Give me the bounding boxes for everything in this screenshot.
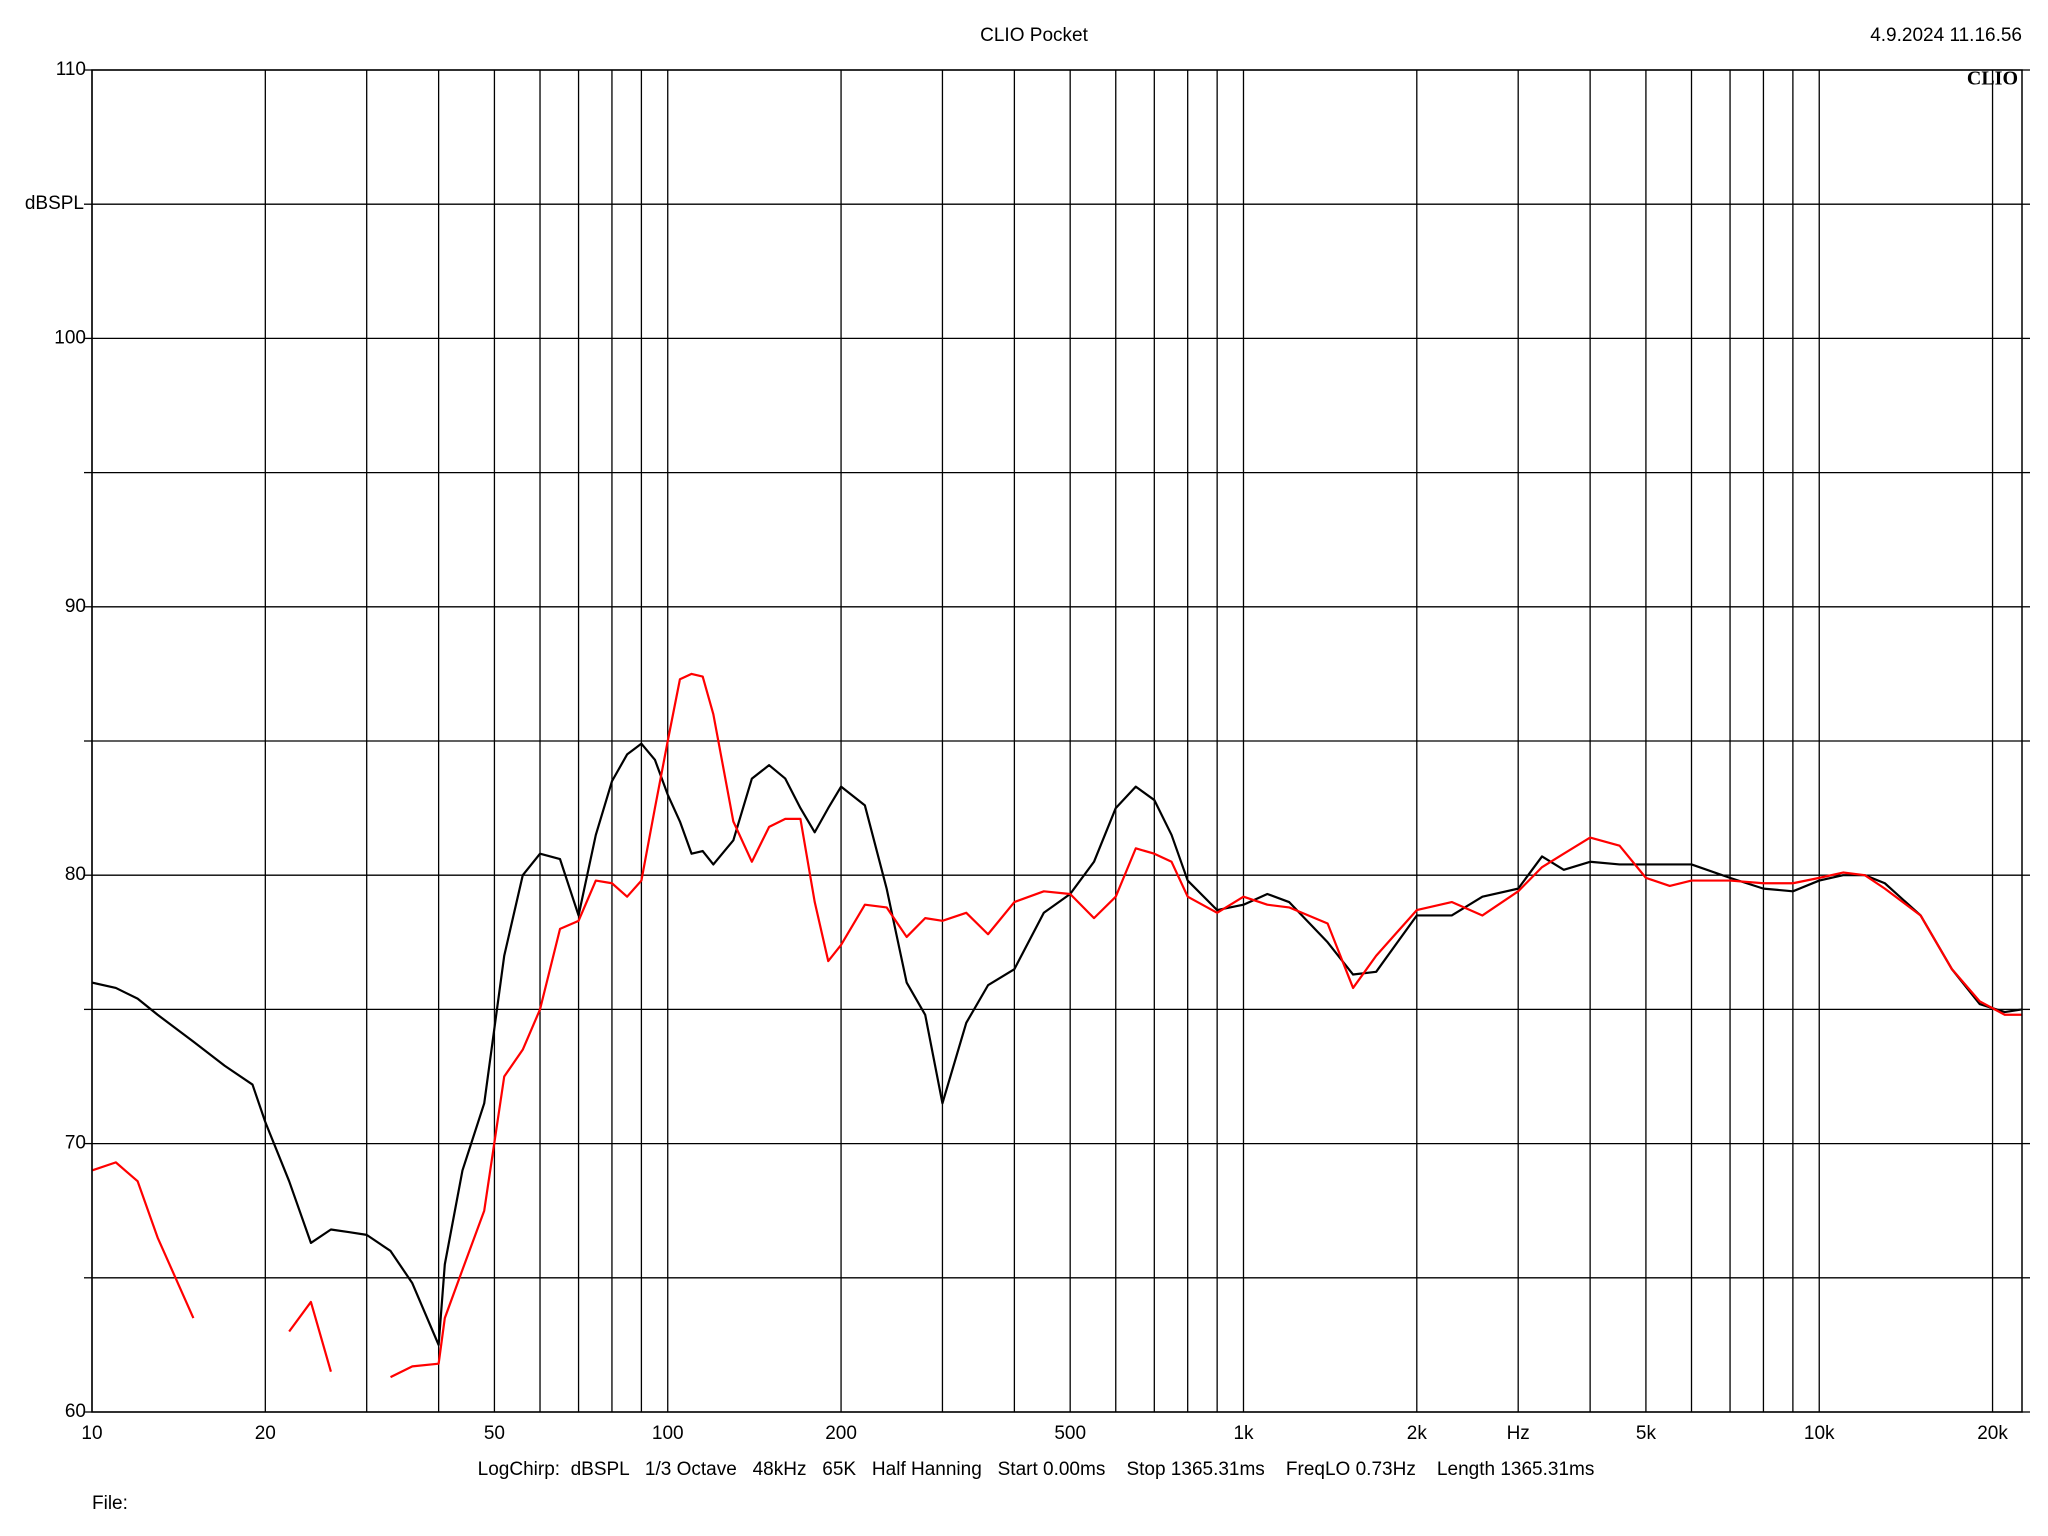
x-tick-label: 100 (652, 1423, 684, 1444)
x-tick-label: 1k (1233, 1423, 1254, 1444)
file-label: File: (92, 1493, 128, 1514)
y-axis-label: dBSPL (25, 193, 84, 214)
x-tick-label: 20k (1977, 1423, 2008, 1444)
x-tick-label: 5k (1636, 1423, 1657, 1444)
y-tick-label: 70 (65, 1133, 86, 1154)
y-tick-label: 100 (54, 327, 86, 348)
chart-title: CLIO Pocket (980, 25, 1088, 46)
x-tick-label: 500 (1054, 1423, 1086, 1444)
x-tick-label: 50 (484, 1423, 505, 1444)
x-tick-label: 10k (1804, 1423, 1835, 1444)
y-tick-label: 60 (65, 1401, 86, 1422)
y-tick-label: 90 (65, 596, 86, 617)
y-tick-label: 80 (65, 864, 86, 885)
x-tick-label: 2k (1407, 1423, 1428, 1444)
series-line (92, 672, 2022, 1379)
footer: LogChirp: dBSPL 1/3 Octave 48kHz 65K Hal… (478, 1459, 1595, 1480)
y-tick-label: 110 (56, 59, 86, 80)
x-tick-label: 10 (81, 1423, 102, 1444)
plot-frame (91, 69, 2023, 1413)
timestamp: 4.9.2024 11.16.56 (1870, 25, 2022, 46)
x-tick-label: 20 (255, 1423, 276, 1444)
x-tick-label: 200 (825, 1423, 857, 1444)
series-line (92, 742, 2022, 1346)
x-axis-label: Hz (1507, 1423, 1530, 1444)
